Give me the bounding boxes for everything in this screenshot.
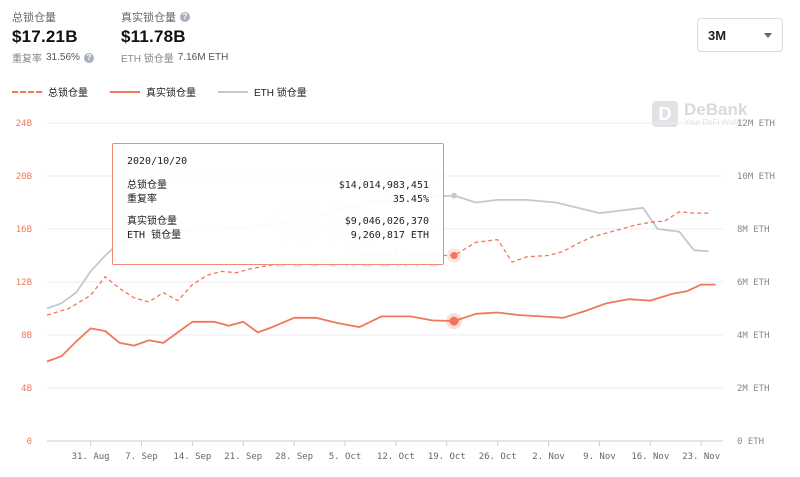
x-tick-label: 5. Oct	[329, 452, 362, 462]
highlight-point-total-locked	[450, 252, 458, 259]
legend-swatch	[218, 90, 248, 93]
eth-locked-label: ETH 锁仓量	[121, 54, 174, 65]
y-left-tick-label: 16B	[16, 225, 32, 235]
y-left-tick-label: 24B	[16, 119, 32, 129]
total-locked-value: $17.21B	[12, 27, 78, 46]
tooltip-row: ETH 锁仓量 9,260,817 ETH	[127, 230, 429, 241]
time-range-value: 3M	[708, 27, 727, 43]
tooltip-date: 2020/10/20	[127, 156, 188, 167]
repeat-rate-label: 重复率	[12, 54, 42, 65]
x-tick-label: 12. Oct	[377, 452, 415, 462]
x-tick-label: 16. Nov	[631, 452, 669, 462]
legend-item-total-locked[interactable]: 总锁仓量	[12, 84, 88, 99]
tooltip-row: 重复率 35.45%	[127, 194, 429, 205]
highlight-point-eth-locked	[451, 192, 458, 199]
y-right-tick-label: 4M ETH	[737, 331, 770, 341]
y-left-tick-label: 8B	[21, 331, 32, 341]
legend-label: 真实锁仓量	[146, 88, 196, 99]
real-locked-stat: 真实锁仓量 ? $11.78B ETH 锁仓量 7.16M ETH	[121, 9, 228, 65]
time-range-select[interactable]: 3M	[697, 18, 783, 52]
y-right-tick-label: 0 ETH	[737, 437, 764, 447]
x-tick-label: 28. Sep	[275, 452, 313, 462]
help-icon[interactable]: ?	[180, 12, 190, 22]
y-left-tick-label: 20B	[16, 172, 32, 182]
y-right-tick-label: 6M ETH	[737, 278, 770, 288]
real-locked-label: 真实锁仓量	[121, 12, 176, 24]
x-tick-label: 7. Sep	[125, 452, 158, 462]
tooltip-row: 真实锁仓量 $9,046,026,370	[127, 216, 429, 227]
x-tick-label: 2. Nov	[532, 452, 565, 462]
eth-locked-value: 7.16M ETH	[177, 52, 229, 63]
y-right-tick-label: 8M ETH	[737, 225, 770, 235]
help-icon[interactable]: ?	[83, 52, 94, 63]
chart-legend: 总锁仓量 真实锁仓量 ETH 锁仓量	[12, 84, 329, 99]
x-tick-label: 26. Oct	[479, 452, 517, 462]
x-tick-label: 19. Oct	[428, 452, 466, 462]
legend-swatch	[110, 90, 140, 93]
y-right-tick-label: 12M ETH	[737, 119, 775, 129]
legend-swatch	[12, 90, 42, 93]
x-tick-label: 23. Nov	[682, 452, 720, 462]
total-locked-label: 总锁仓量	[12, 12, 56, 24]
y-right-tick-label: 2M ETH	[737, 384, 770, 394]
real-locked-value: $11.78B	[121, 27, 186, 46]
highlight-point-real-locked	[449, 316, 459, 326]
y-left-tick-label: 0	[27, 437, 32, 447]
legend-item-eth-locked[interactable]: ETH 锁仓量	[218, 84, 307, 99]
series-line-real-locked	[46, 283, 716, 363]
chevron-down-icon	[764, 32, 772, 38]
x-tick-label: 21. Sep	[224, 452, 262, 462]
x-tick-label: 9. Nov	[583, 452, 616, 462]
legend-item-real-locked[interactable]: 真实锁仓量	[110, 84, 196, 99]
tooltip-row: 总锁仓量 $14,014,983,451	[127, 180, 429, 191]
y-left-tick-label: 4B	[21, 384, 32, 394]
total-locked-stat: 总锁仓量 $17.21B 重复率 31.56% ?	[12, 9, 94, 65]
y-right-tick-label: 10M ETH	[737, 172, 775, 182]
x-tick-label: 31. Aug	[72, 452, 110, 462]
legend-label: 总锁仓量	[48, 88, 88, 99]
legend-label: ETH 锁仓量	[254, 88, 307, 99]
chart-tooltip: 2020/10/20 总锁仓量 $14,014,983,451 重复率 35.4…	[112, 143, 444, 265]
x-tick-label: 14. Sep	[173, 452, 211, 462]
y-left-tick-label: 12B	[16, 278, 32, 288]
repeat-rate-value: 31.56%	[46, 52, 80, 63]
